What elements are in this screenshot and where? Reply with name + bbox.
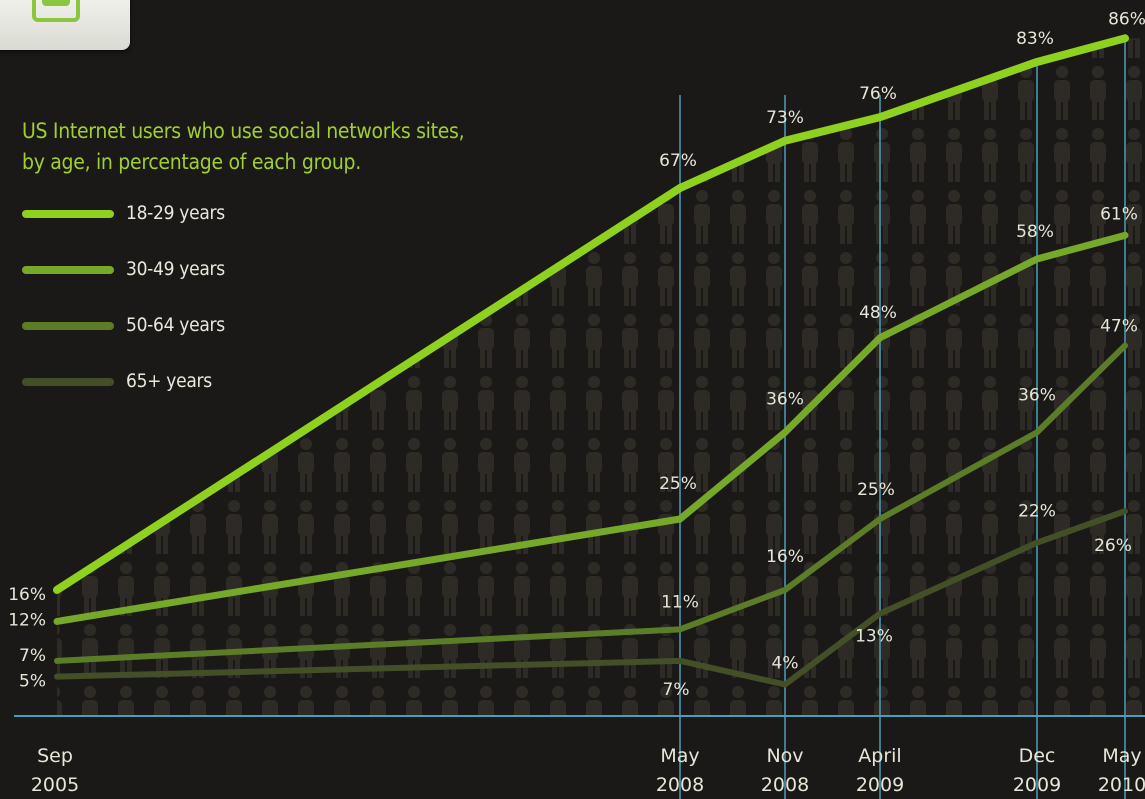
data-label-s4-p3: 4%	[772, 653, 799, 673]
data-label-s4-p5: 22%	[1018, 502, 1056, 522]
data-label-s4-p2: 7%	[663, 680, 690, 700]
data-label-s2-p1: 12%	[8, 610, 46, 630]
legend-label: 18-29 years	[126, 202, 225, 224]
logo-icon	[32, 0, 80, 22]
legend-swatch	[22, 266, 114, 274]
data-label-s2-p5: 58%	[1016, 222, 1054, 242]
chart-subtitle-line: by age, in percentage of each group.	[22, 150, 361, 174]
legend-swatch	[22, 378, 114, 386]
x-tick-month-3: Nov	[766, 745, 803, 767]
data-label-s1-p5: 83%	[1016, 29, 1054, 49]
data-label-s3-p2: 11%	[661, 592, 699, 612]
x-tick-year-2: 2008	[656, 774, 704, 796]
legend-label: 50-64 years	[126, 314, 225, 336]
x-tick-year-4: 2009	[856, 774, 904, 796]
x-tick-month-1: Sep	[37, 745, 73, 767]
data-label-s3-p3: 16%	[766, 547, 804, 567]
data-label-s2-p2: 25%	[659, 474, 697, 494]
data-label-s2-p6: 61%	[1100, 204, 1138, 224]
x-tick-year-1: 2005	[31, 774, 79, 796]
data-label-s3-p5: 36%	[1018, 385, 1056, 405]
series-line-2	[53, 231, 1129, 625]
data-label-s4-p1: 5%	[19, 672, 46, 692]
data-label-s1-p2: 67%	[659, 151, 697, 171]
data-label-s3-p1: 7%	[19, 646, 46, 666]
data-label-s4-p4: 13%	[855, 627, 893, 647]
data-label-s1-p1: 16%	[8, 585, 46, 605]
x-tick-labels: Sep 2005 May 2008 Nov 2008 April 2009 Dec 2009 May…	[31, 745, 1145, 796]
data-label-s3-p4: 25%	[857, 480, 895, 500]
data-label-s2-p3: 36%	[766, 389, 804, 409]
legend-label: 30-49 years	[126, 258, 225, 280]
series-line-3	[54, 342, 1128, 664]
series-line-4	[54, 508, 1128, 688]
data-label-s2-p4: 48%	[859, 303, 897, 323]
data-label-s1-p3: 73%	[766, 108, 804, 128]
data-label-s1-p4: 76%	[859, 84, 897, 104]
x-tick-year-6: 2010	[1098, 774, 1145, 796]
x-tick-year-5: 2009	[1013, 774, 1061, 796]
series-line-1	[53, 34, 1129, 594]
x-tick-year-3: 2008	[761, 774, 809, 796]
data-label-s4-p6: 26%	[1094, 536, 1132, 556]
data-label-s1-p6: 86%	[1108, 9, 1145, 29]
x-tick-month-4: April	[858, 745, 901, 767]
legend-swatch	[22, 210, 114, 218]
chart-title: US Internet users who use social network…	[22, 116, 542, 178]
legend-label: 65+ years	[126, 370, 212, 392]
x-tick-month-2: May	[660, 745, 699, 767]
x-tick-month-6: May	[1102, 745, 1141, 767]
data-labels: 16% 67% 73% 76% 83% 86% 12% 25% 36% 48% 58% 61% 7% 11…	[8, 9, 1145, 700]
logo-badge	[0, 0, 130, 50]
legend-swatch	[22, 322, 114, 330]
series-lines	[53, 34, 1129, 688]
chart-title-line: US Internet users who use social network…	[22, 119, 465, 143]
x-tick-month-5: Dec	[1019, 745, 1056, 767]
data-label-s3-p6: 47%	[1100, 317, 1138, 337]
